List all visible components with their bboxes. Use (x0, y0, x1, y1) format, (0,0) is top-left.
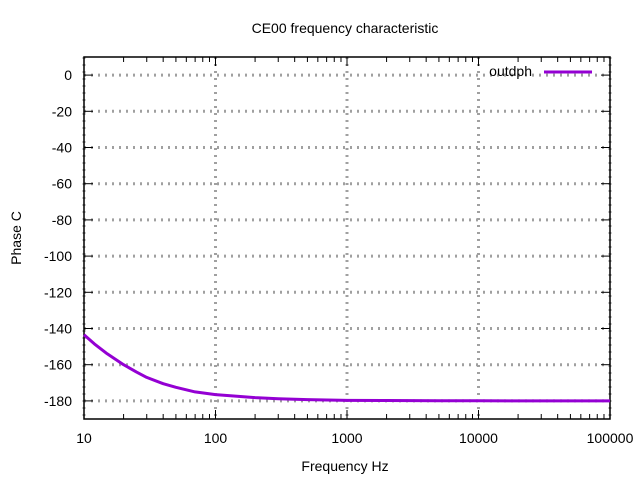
y-tick-label: -40 (52, 140, 72, 156)
y-tick-label: -60 (52, 176, 72, 192)
x-tick-label: 10000 (459, 430, 498, 446)
y-tick-label: 0 (64, 67, 72, 83)
y-tick-label: -80 (52, 212, 72, 228)
y-tick-label: -100 (44, 248, 72, 264)
x-axis-label: Frequency Hz (301, 458, 388, 474)
series-line-outdph (83, 333, 610, 403)
x-tick-label: 1000 (331, 430, 362, 446)
y-tick-label: -160 (44, 357, 72, 373)
legend-label: outdph (489, 63, 532, 79)
x-tick-label: 100 (204, 430, 228, 446)
grid (82, 57, 612, 419)
y-tick-label: -20 (52, 103, 72, 119)
series-group (83, 333, 610, 403)
x-tick-label: 10 (76, 430, 92, 446)
y-tick-label: -180 (44, 393, 72, 409)
x-tick-labels: 10 100 1000 10000 100000 (76, 430, 633, 446)
y-axis-label: Phase C (8, 211, 24, 265)
chart-title: CE00 frequency characteristic (252, 20, 439, 36)
legend: outdph (489, 63, 592, 79)
y-tick-labels: 0 -20 -40 -60 -80 -100 -120 -140 -160 -180 (44, 67, 72, 409)
y-tick-label: -120 (44, 284, 72, 300)
x-tick-label: 100000 (587, 430, 634, 446)
y-tick-label: -140 (44, 321, 72, 337)
